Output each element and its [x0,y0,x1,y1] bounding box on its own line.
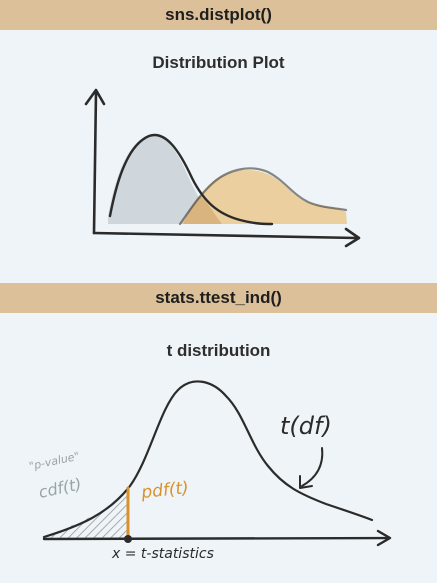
cdf-label: cdf(t) [37,474,83,502]
grey-curve-outline [108,133,274,226]
distplot-header-label: sns.distplot() [165,5,272,24]
p-value-label: "p-value" [28,450,81,473]
t-df-arrow [299,447,324,489]
distplot-header: sns.distplot() [0,0,437,30]
x-axis-label: x = t-statistics [111,546,214,562]
p-value-shaded-region [44,492,128,538]
t-statistic-point [124,535,132,543]
t-distribution-title: t distribution [166,341,271,360]
t-distribution-sketch: t(df) "p-value" cdf(t) pdf(t) x = t-stat… [28,380,392,562]
tan-curve-outline [178,167,348,226]
distribution-plot-sketch [84,88,361,248]
overlap-region [183,196,222,224]
pdf-label: pdf(t) [139,478,189,503]
x-axis [92,227,361,248]
tan-distribution-curve [180,169,347,224]
ttest-header-label: stats.ttest_ind() [155,288,282,307]
y-axis [84,88,106,235]
t-x-axis [42,529,392,547]
ttest-header: stats.ttest_ind() [0,283,437,313]
grey-distribution-curve [108,134,215,224]
t-df-label: t(df) [280,412,332,440]
distribution-plot-title: Distribution Plot [152,53,285,72]
